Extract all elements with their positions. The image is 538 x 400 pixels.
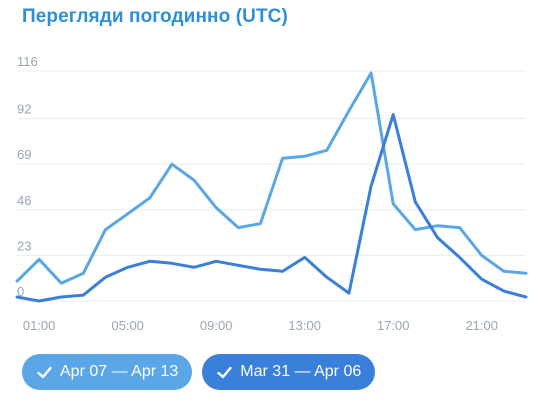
y-tick-label: 23 [17, 238, 31, 253]
y-tick-label: 0 [17, 284, 24, 299]
line-chart: 0 23 46 69 92 116 01:00 05:00 09:00 13:00 17:00 21:… [15, 54, 528, 333]
chart-title: Перегляди погодинно (UTC) [22, 6, 288, 27]
legend: Apr 07 — Apr 13 Mar 31 — Apr 06 [22, 354, 376, 390]
checkmark-icon [37, 366, 52, 378]
x-tick-label: 05:00 [111, 318, 144, 333]
y-tick-label: 69 [17, 147, 31, 162]
x-tick-label: 13:00 [288, 318, 321, 333]
y-tick-label: 92 [17, 102, 31, 117]
x-tick-label: 01:00 [23, 318, 56, 333]
x-tick-label: 21:00 [465, 318, 498, 333]
x-tick-label: 09:00 [200, 318, 233, 333]
x-tick-label: 17:00 [377, 318, 410, 333]
legend-label: Mar 31 — Apr 06 [240, 363, 362, 380]
y-tick-label: 116 [17, 54, 38, 69]
y-tick-label: 46 [17, 193, 31, 208]
legend-toggle-apr07-apr13[interactable]: Apr 07 — Apr 13 [22, 354, 193, 390]
series-line-2 [15, 113, 528, 303]
checkmark-icon [217, 366, 232, 378]
legend-label: Apr 07 — Apr 13 [60, 363, 179, 380]
legend-toggle-mar31-apr06[interactable]: Mar 31 — Apr 06 [202, 354, 376, 390]
series-line-1 [15, 71, 528, 285]
